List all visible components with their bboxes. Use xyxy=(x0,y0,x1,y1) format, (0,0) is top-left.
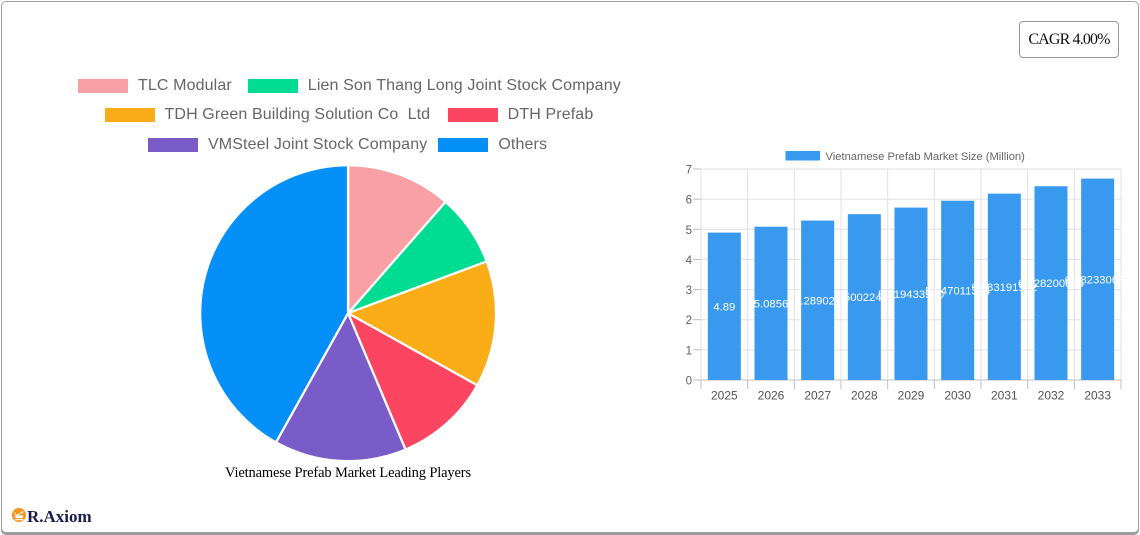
svg-text:2: 2 xyxy=(686,315,692,327)
svg-text:5: 5 xyxy=(686,225,692,237)
svg-text:5.50022496: 5.50022496 xyxy=(834,292,894,304)
svg-text:4: 4 xyxy=(686,255,693,267)
svg-text:2033: 2033 xyxy=(1084,389,1111,403)
svg-text:7: 7 xyxy=(686,165,692,177)
svg-text:5.947011384: 5.947011384 xyxy=(925,285,990,297)
svg-text:2029: 2029 xyxy=(898,389,925,403)
svg-text:2026: 2026 xyxy=(758,389,785,403)
svg-text:0: 0 xyxy=(686,376,692,388)
svg-text:4.89: 4.89 xyxy=(713,301,735,313)
svg-text:Vietnamese Prefab Market Size: Vietnamese Prefab Market Size (Million) xyxy=(826,151,1026,163)
svg-text:2027: 2027 xyxy=(804,389,831,403)
svg-text:5.289024: 5.289024 xyxy=(794,295,841,307)
svg-text:2032: 2032 xyxy=(1038,389,1065,403)
svg-text:2031: 2031 xyxy=(991,389,1018,403)
svg-text:6.183191942: 6.183191942 xyxy=(971,282,1037,294)
svg-text:6: 6 xyxy=(686,195,692,207)
svg-text:6.682330631: 6.682330631 xyxy=(1065,274,1131,286)
svg-text:2030: 2030 xyxy=(944,389,971,403)
svg-text:5.0856: 5.0856 xyxy=(754,298,789,310)
svg-text:3: 3 xyxy=(686,285,692,297)
svg-text:1: 1 xyxy=(686,345,692,357)
svg-text:2028: 2028 xyxy=(851,389,878,403)
svg-text:6.428200694: 6.428200694 xyxy=(1018,278,1084,290)
svg-text:2025: 2025 xyxy=(711,389,738,403)
svg-text:5.719433990: 5.719433990 xyxy=(878,289,944,301)
